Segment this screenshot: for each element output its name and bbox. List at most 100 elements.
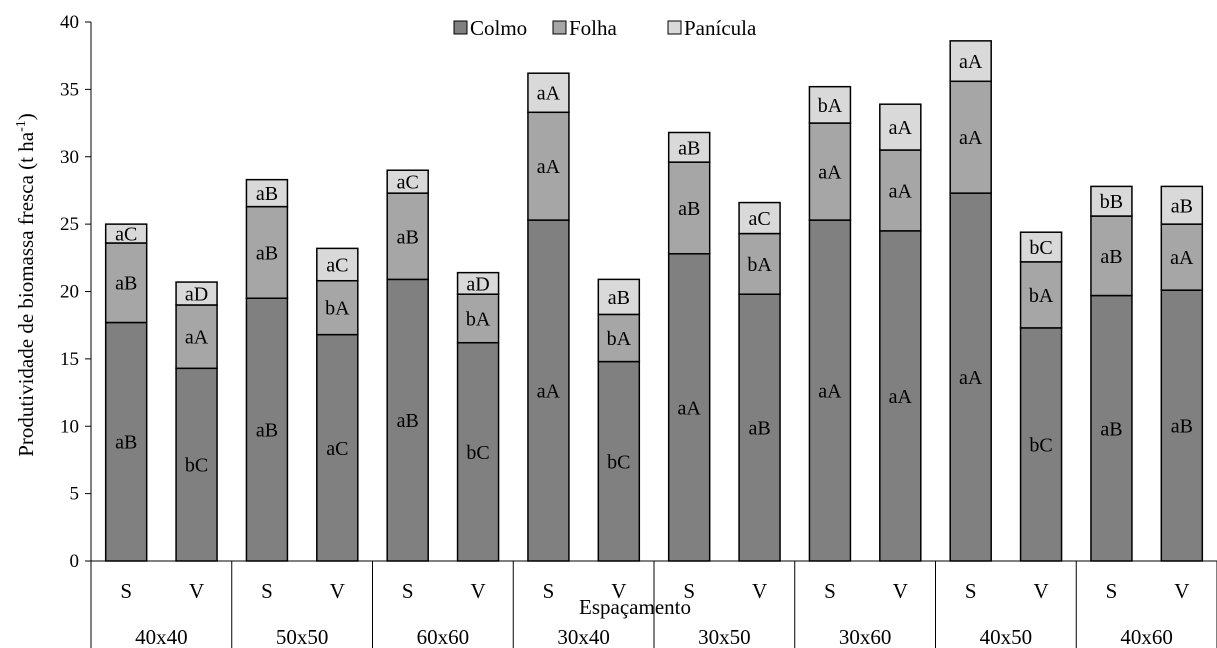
legend-label: Panícula: [684, 16, 757, 40]
bar-segment-folha: [527, 111, 570, 221]
bar-stack-40x50-S: aA aA aA: [949, 40, 992, 562]
data-label: aB: [678, 137, 700, 159]
bar-segment-panícula: [386, 169, 429, 194]
y-tick-label: 30: [60, 147, 79, 168]
data-label: aA: [889, 117, 913, 139]
legend-label: Folha: [569, 16, 618, 40]
bar-segment-panícula: [456, 271, 500, 295]
bar-stack-40x50-V: bC bA bC: [1019, 231, 1063, 562]
bar-segment-folha: [1090, 215, 1133, 297]
bar-stack-50x50-S: aB aB aB: [245, 178, 289, 562]
bar-segment-panícula: [597, 278, 641, 316]
bar-segment-colmo: [175, 367, 218, 562]
bar-segment-folha: [808, 122, 852, 221]
bar-stack-30x50-V: aB bA aC: [738, 201, 781, 562]
data-label: bA: [1029, 285, 1054, 307]
data-label: aC: [115, 224, 137, 246]
data-label: aA: [959, 367, 983, 389]
legend-item-folha: Folha: [552, 16, 618, 40]
data-label: aD: [466, 273, 489, 295]
bar-stack-40x40-V: bC aA aD: [175, 281, 218, 562]
x-sub-label: V: [893, 579, 908, 603]
y-axis: 0 5 10 15 20 25 30 35 40: [60, 12, 92, 572]
x-sub-label: S: [402, 579, 414, 603]
data-label: bC: [607, 451, 630, 473]
bar-segment-colmo: [1160, 289, 1204, 562]
data-label: aB: [256, 420, 278, 442]
data-label: aA: [537, 156, 561, 178]
data-label: aB: [115, 273, 137, 295]
bar-segment-folha: [949, 80, 992, 194]
bar-stack-30x60-V: aA aA aA: [879, 103, 922, 562]
bar-segment-panícula: [175, 281, 218, 306]
x-sub-label: V: [611, 579, 626, 603]
bar-segment-folha: [667, 161, 711, 255]
bar-stack-60x60-S: aB aB aC: [386, 169, 429, 562]
data-label: aC: [397, 172, 419, 194]
bar-segment-panícula: [1160, 185, 1204, 225]
data-label: bC: [1029, 237, 1052, 259]
x-sub-label: S: [824, 579, 836, 603]
bar-segment-panícula: [245, 178, 289, 208]
legend-swatch: [453, 20, 468, 35]
y-tick-label: 10: [60, 416, 79, 437]
x-group-label: 30x60: [839, 625, 892, 648]
legend-item-colmo: Colmo: [453, 16, 527, 40]
data-label: aB: [397, 226, 419, 248]
data-label: aC: [326, 438, 348, 460]
data-label: aB: [256, 242, 278, 264]
data-label: aB: [397, 410, 419, 432]
bar-segment-panícula: [879, 103, 922, 151]
data-label: aA: [818, 162, 842, 184]
data-label: aB: [256, 183, 278, 205]
x-sub-label: V: [1033, 579, 1048, 603]
x-sub-label: S: [261, 579, 273, 603]
bar-segment-folha: [738, 232, 781, 295]
data-label: aB: [1100, 418, 1122, 440]
y-axis-title-main: Produtividade de biomassa fresca (t ha: [14, 131, 38, 456]
data-label: bC: [466, 442, 489, 464]
x-group-label: 30x50: [698, 625, 751, 648]
data-label: aA: [959, 51, 983, 73]
bar-segment-panícula: [738, 201, 781, 235]
data-label: aA: [889, 180, 913, 202]
bar-segment-colmo: [738, 293, 781, 562]
y-tick-label: 0: [70, 551, 80, 572]
x-sub-label: S: [120, 579, 132, 603]
bar-stack-50x50-V: aC bA aC: [316, 247, 359, 562]
bar-segment-panícula: [527, 72, 570, 114]
bar-segment-folha: [316, 279, 359, 336]
x-group-label: 40x60: [1120, 625, 1173, 648]
x-sub-label: S: [543, 579, 555, 603]
x-group-label: 40x40: [135, 625, 188, 648]
data-label: aA: [959, 127, 983, 149]
bar-segment-panícula: [1019, 231, 1063, 263]
legend-label: Colmo: [470, 16, 527, 40]
data-label: aB: [1171, 416, 1193, 438]
bar-segment-panícula: [104, 223, 148, 244]
data-label: aA: [678, 397, 702, 419]
data-label: aA: [1170, 247, 1194, 269]
x-group-label: 40x50: [980, 625, 1033, 648]
bar-segment-folha: [597, 313, 641, 363]
bar-segment-colmo: [879, 230, 922, 562]
x-sub-label: V: [189, 579, 204, 603]
bar-segment-folha: [386, 192, 429, 281]
bar-stack-40x60-V: aB aA aB: [1160, 185, 1204, 562]
data-label: aB: [115, 432, 137, 454]
y-tick-label: 5: [70, 484, 80, 505]
bar-stack-30x50-S: aA aB aB: [667, 131, 711, 562]
bar-segment-folha: [175, 304, 218, 370]
bar-stack-30x60-S: aA aA bA: [808, 85, 852, 562]
data-label: aA: [818, 381, 842, 403]
x-group-label: 60x60: [417, 625, 470, 648]
x-sub-label: S: [965, 579, 977, 603]
data-label: aA: [537, 381, 561, 403]
data-label: bA: [466, 308, 491, 330]
bar-stack-60x60-V: bC bA aD: [456, 271, 500, 562]
y-tick-label: 25: [60, 214, 79, 235]
bars: aBaBaCbCaAaDaBaBaBaCbAaCaBaBaCbCbAaDaAaA…: [104, 40, 1204, 562]
data-label: bA: [747, 254, 772, 276]
data-label: aD: [185, 284, 208, 306]
